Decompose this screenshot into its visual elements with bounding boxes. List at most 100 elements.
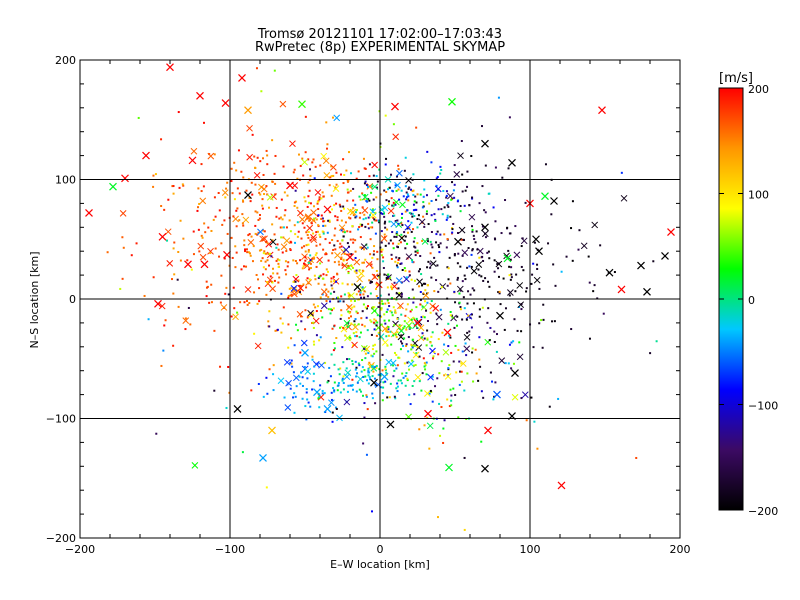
data-point [411, 338, 414, 341]
data-point [363, 296, 366, 299]
data-point [371, 365, 374, 368]
data-point [282, 236, 285, 239]
data-point-x [377, 333, 385, 340]
data-point [293, 411, 296, 414]
data-point-x [280, 243, 288, 251]
data-point-x [244, 191, 252, 199]
data-point [412, 209, 415, 212]
data-point [326, 231, 329, 234]
data-point [565, 255, 568, 258]
data-point [451, 181, 454, 184]
data-point [525, 419, 528, 422]
data-point [337, 260, 340, 263]
data-point [361, 366, 364, 369]
data-point [487, 192, 490, 195]
data-point [319, 262, 322, 265]
data-point [327, 290, 330, 293]
data-point-x [109, 182, 117, 191]
data-point [318, 406, 321, 409]
data-point-x [381, 204, 389, 212]
data-point-x [342, 246, 350, 254]
data-point-x [447, 192, 454, 200]
data-point [397, 164, 400, 167]
data-point [415, 306, 418, 309]
data-point [395, 367, 398, 370]
data-point [354, 203, 357, 206]
data-point [430, 231, 433, 234]
data-point [408, 274, 411, 277]
data-point [337, 384, 340, 387]
data-point [370, 510, 373, 513]
data-point [481, 125, 484, 128]
data-point-x [196, 91, 204, 100]
data-point [303, 245, 306, 248]
data-point [508, 265, 511, 268]
data-point [433, 256, 436, 259]
data-point [200, 163, 203, 166]
data-point [160, 205, 163, 208]
data-point-x [166, 260, 174, 267]
data-point [380, 250, 383, 253]
data-point [343, 293, 346, 296]
data-point [198, 250, 201, 253]
data-point [264, 268, 267, 271]
data-point [407, 336, 410, 339]
data-point [353, 270, 356, 273]
data-point [339, 173, 342, 176]
data-point-x [284, 404, 292, 411]
data-point [428, 447, 431, 450]
data-point-x [381, 339, 389, 346]
data-point-x [306, 224, 314, 232]
data-point [406, 377, 409, 380]
data-point [478, 308, 481, 311]
data-point-x [508, 158, 516, 167]
data-point [374, 319, 377, 322]
data-point [348, 358, 351, 361]
data-point [357, 362, 360, 365]
data-point [389, 310, 392, 313]
data-point [341, 379, 344, 382]
data-point [406, 193, 409, 196]
data-point [266, 242, 269, 245]
data-point [235, 169, 238, 172]
data-point [446, 284, 449, 287]
data-point [397, 287, 400, 290]
data-point [232, 215, 235, 218]
data-point [218, 255, 221, 258]
data-point [299, 164, 302, 167]
data-point [447, 367, 450, 370]
data-point [452, 189, 455, 192]
data-point [421, 372, 424, 375]
data-point [262, 273, 265, 276]
data-point [152, 276, 155, 279]
data-point-x [269, 238, 277, 246]
data-point-x [617, 285, 626, 294]
data-point [525, 290, 528, 293]
data-point [412, 203, 415, 206]
data-point [416, 226, 419, 229]
data-point-x [429, 260, 437, 267]
data-point [424, 300, 427, 303]
data-point [414, 195, 417, 198]
data-point-x [259, 454, 267, 462]
data-point [230, 236, 233, 239]
data-point-x [291, 290, 298, 298]
data-point [248, 196, 251, 199]
data-point [358, 388, 361, 391]
data-point [250, 389, 253, 392]
data-point [461, 280, 464, 283]
data-point [361, 310, 364, 313]
data-point [360, 225, 363, 228]
data-point [225, 406, 228, 409]
data-point [400, 216, 403, 219]
data-point-x [207, 152, 215, 160]
data-point [262, 266, 265, 269]
data-point [376, 250, 379, 253]
data-point [336, 389, 339, 392]
data-point [365, 394, 368, 397]
data-point [254, 210, 257, 213]
data-point [396, 317, 399, 320]
data-point [400, 262, 403, 265]
data-point [375, 324, 378, 327]
data-point [238, 219, 241, 222]
